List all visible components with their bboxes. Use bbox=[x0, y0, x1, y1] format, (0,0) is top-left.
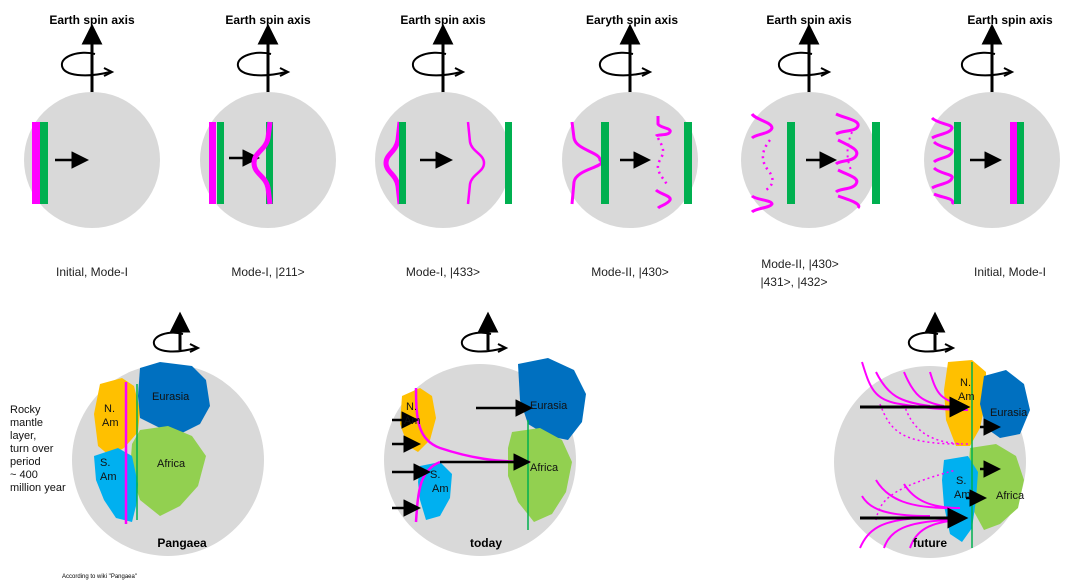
label-eurasia: Eurasia bbox=[530, 400, 568, 412]
mode-wave-bar bbox=[209, 122, 216, 204]
caption-today: today bbox=[470, 536, 502, 550]
side-note-line: layer, bbox=[10, 430, 36, 442]
label-s-am: Am bbox=[100, 471, 117, 483]
plate-bar bbox=[872, 122, 880, 204]
plate-bar bbox=[684, 122, 692, 204]
mode-wave-dotted bbox=[875, 403, 969, 521]
globe-pangaea: N. Am Eurasia Africa S. Am Pangaea bbox=[72, 311, 264, 556]
panel-5-label-line-1: Mode-II, |430> bbox=[761, 257, 839, 271]
mode-wave-bar bbox=[1010, 122, 1017, 204]
plate-bar bbox=[266, 122, 273, 204]
panel-1: Earth spin axis Initial, Mode-I bbox=[24, 13, 160, 279]
label-eurasia: Eurasia bbox=[152, 391, 190, 403]
plate-bar bbox=[954, 122, 961, 204]
plate-bar bbox=[217, 122, 224, 204]
label-n-am: N. bbox=[104, 403, 115, 415]
panel-5-label-line-2: |431>, |432> bbox=[761, 275, 828, 289]
panel-5: Earth spin axis Mode-II, |430> |431>, |4… bbox=[741, 13, 880, 289]
label-s-am: S. bbox=[956, 475, 966, 487]
spin-axis-icon bbox=[960, 23, 1015, 95]
panel-2-title: Earth spin axis bbox=[225, 13, 311, 27]
label-n-am: Am bbox=[404, 415, 421, 427]
mode-wave bbox=[750, 112, 774, 140]
africa-shape bbox=[968, 444, 1024, 530]
label-s-am: Am bbox=[954, 489, 971, 501]
side-note-line: Rocky bbox=[10, 404, 41, 416]
mode-wave bbox=[859, 479, 961, 549]
panel-3-title: Earth spin axis bbox=[400, 13, 486, 27]
panel-6: Earth spin axis Initial, Mode-I bbox=[924, 13, 1060, 279]
spin-axis-icon bbox=[598, 23, 653, 95]
spin-axis-icon bbox=[460, 311, 509, 353]
mode-wave bbox=[834, 112, 861, 210]
side-note-line: mantle bbox=[10, 417, 43, 429]
africa-shape bbox=[130, 426, 206, 516]
mode-wave bbox=[654, 188, 672, 210]
panel-3-label: Mode-I, |433> bbox=[406, 265, 480, 279]
panel-4-label: Mode-II, |430> bbox=[591, 265, 669, 279]
spin-axis-icon bbox=[777, 23, 832, 95]
label-n-am: Am bbox=[102, 417, 119, 429]
label-eurasia: Eurasia bbox=[990, 407, 1028, 419]
panel-2-label: Mode-I, |211> bbox=[231, 265, 304, 279]
mode-wave-dotted bbox=[656, 137, 670, 187]
label-africa: Africa bbox=[157, 458, 186, 470]
panel-4-title: Earyth spin axis bbox=[586, 13, 678, 27]
globe bbox=[24, 92, 160, 228]
mode-wave-bar bbox=[32, 122, 40, 204]
panel-4: Earyth spin axis Mode-II, |430> bbox=[562, 13, 698, 279]
side-note-line: ~ 400 bbox=[10, 469, 38, 481]
label-africa: Africa bbox=[996, 490, 1025, 502]
spin-axis-icon bbox=[152, 311, 201, 353]
side-note: Rocky mantle layer, turn over period ~ 4… bbox=[10, 404, 66, 494]
panel-5-title: Earth spin axis bbox=[766, 13, 852, 27]
label-africa: Africa bbox=[530, 462, 559, 474]
spin-axis-icon bbox=[236, 23, 291, 95]
spin-axis-icon bbox=[60, 23, 115, 95]
mode-wave bbox=[466, 121, 486, 205]
globe-future: N. Am Eurasia Africa S. Am future bbox=[834, 311, 1030, 558]
panel-6-title: Earth spin axis bbox=[967, 13, 1053, 27]
plate-bar bbox=[40, 122, 48, 204]
panel-6-label: Initial, Mode-I bbox=[974, 265, 1046, 279]
eurasia-shape bbox=[138, 362, 210, 434]
mode-wave bbox=[861, 361, 969, 411]
spin-axis-icon bbox=[907, 311, 956, 353]
side-note-line: turn over bbox=[10, 443, 54, 455]
mode-wave bbox=[654, 116, 672, 138]
mode-wave bbox=[750, 194, 774, 214]
africa-shape bbox=[508, 428, 572, 522]
globe-today: N. Am Eurasia Africa S. Am today bbox=[384, 311, 586, 556]
eurasia-shape bbox=[518, 358, 586, 440]
label-n-am: N. bbox=[406, 401, 417, 413]
label-n-am: N. bbox=[960, 377, 971, 389]
label-s-am: Am bbox=[432, 483, 449, 495]
spin-axis-icon bbox=[411, 23, 466, 95]
panel-1-title: Earth spin axis bbox=[49, 13, 135, 27]
side-note-line: million year bbox=[10, 482, 66, 494]
caption-pangaea: Pangaea bbox=[157, 536, 207, 550]
label-s-am: S. bbox=[100, 457, 110, 469]
plate-bar bbox=[505, 122, 512, 204]
source-note: According to wiki "Pangaea" bbox=[62, 574, 137, 580]
panel-3: Earth spin axis Mode-I, |433> bbox=[375, 13, 512, 279]
label-s-am: S. bbox=[430, 469, 440, 481]
north-america-shape bbox=[94, 378, 140, 456]
mode-wave bbox=[251, 121, 273, 205]
label-n-am: Am bbox=[958, 391, 975, 403]
panel-1-label: Initial, Mode-I bbox=[56, 265, 128, 279]
plate-bar bbox=[787, 122, 795, 204]
plate-bar bbox=[399, 122, 406, 204]
mode-wave bbox=[383, 121, 403, 205]
mode-wave-dotted bbox=[846, 131, 853, 173]
plate-bar bbox=[601, 122, 609, 204]
caption-future: future bbox=[913, 536, 947, 550]
panel-2: Earth spin axis Mode-I, |211> bbox=[200, 13, 336, 279]
plate-bar bbox=[1017, 122, 1024, 204]
side-note-line: period bbox=[10, 456, 41, 468]
mode-wave bbox=[930, 116, 955, 205]
